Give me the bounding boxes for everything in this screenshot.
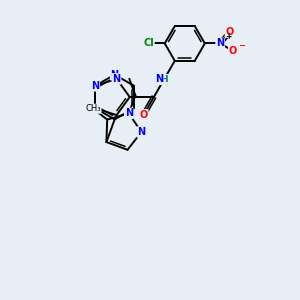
Text: O: O bbox=[226, 27, 234, 37]
Text: N: N bbox=[155, 74, 163, 84]
Text: Cl: Cl bbox=[143, 38, 154, 49]
Text: H: H bbox=[160, 75, 168, 84]
Text: N: N bbox=[125, 108, 133, 118]
Text: N: N bbox=[91, 81, 99, 91]
Text: N: N bbox=[111, 70, 119, 80]
Text: −: − bbox=[238, 41, 245, 50]
Text: CH₃: CH₃ bbox=[85, 104, 101, 113]
Text: O: O bbox=[140, 110, 148, 120]
Text: N: N bbox=[216, 38, 224, 49]
Text: +: + bbox=[225, 32, 232, 41]
Text: N: N bbox=[112, 74, 121, 84]
Text: N: N bbox=[137, 127, 146, 137]
Text: O: O bbox=[229, 46, 237, 56]
